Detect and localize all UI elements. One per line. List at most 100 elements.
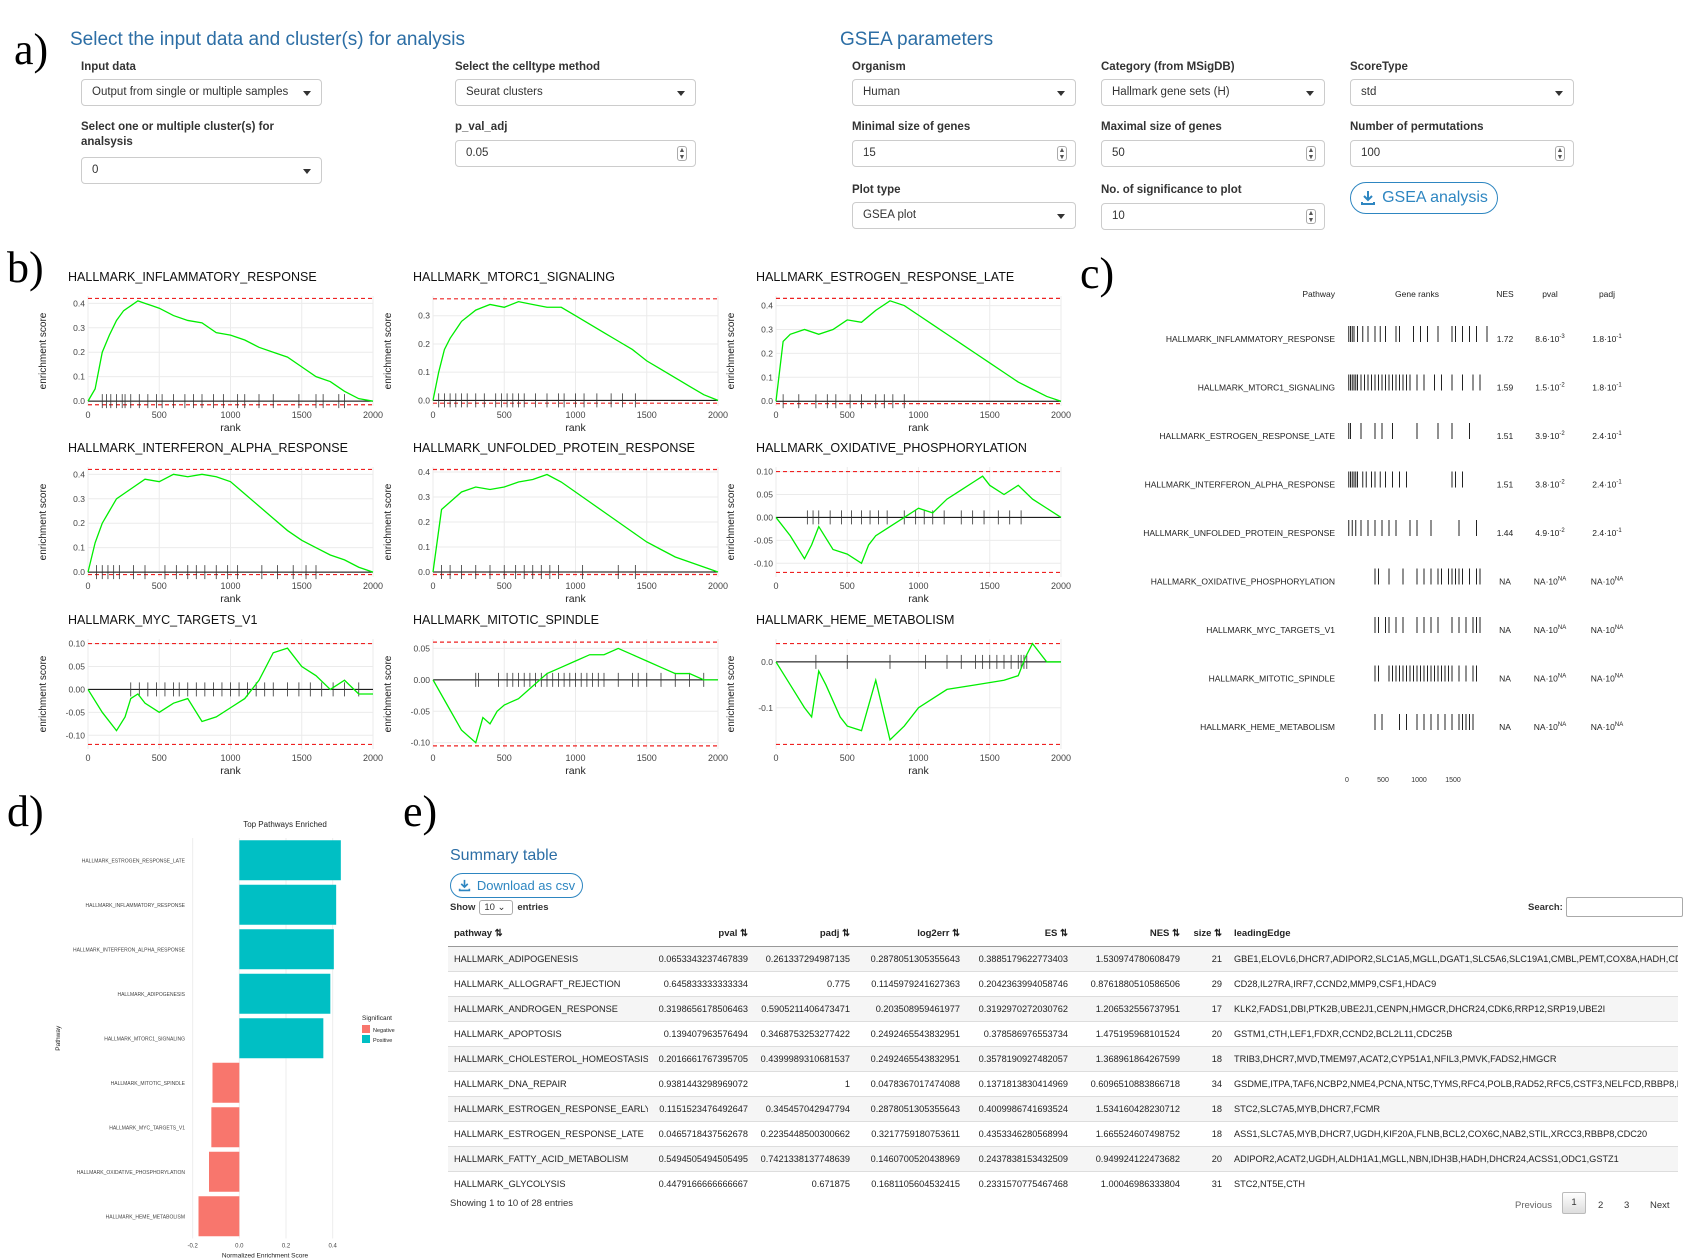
search-input[interactable] [1565, 897, 1683, 917]
min-size-label: Minimal size of genes [852, 121, 971, 133]
row-pval-exp: -2 [1559, 383, 1565, 389]
cell-pathway: HALLMARK_CHOLESTEROL_HOMEOSTASIS [448, 1046, 648, 1072]
row-pval-exp: -2 [1559, 528, 1565, 534]
cell-pval: 0.9381443298969072 [648, 1071, 754, 1097]
gsea-table-row: HALLMARK_MYC_TARGETS_V1 NA NA·10NA NA·10NA [1206, 617, 1623, 635]
entries-select[interactable]: 10 ⌄ [479, 900, 514, 915]
table-row[interactable]: HALLMARK_ESTROGEN_RESPONSE_EARLY 0.115152… [448, 1096, 1678, 1122]
y-tick-label: 0.2 [761, 348, 773, 358]
permutations-input[interactable]: 100 ▲ ▼ [1350, 140, 1574, 167]
cell-size: 18 [1186, 1046, 1228, 1072]
x-tick-label: 1500 [292, 581, 312, 591]
max-size-input[interactable]: 50 ▲ ▼ [1101, 140, 1325, 167]
column-header-nes[interactable]: NES ⇅ [1074, 920, 1186, 947]
y-tick-label: -0.10 [411, 738, 431, 748]
table-row[interactable]: HALLMARK_GLYCOLYSIS 0.4479166666666667 0.6… [448, 1171, 1678, 1196]
x-tick-label: 0 [430, 753, 435, 763]
x-tick-label: 0 [85, 581, 90, 591]
page-2-button[interactable]: 2 [1598, 1200, 1604, 1211]
gsea-plot: HALLMARK_MTORC1_SIGNALING 0 500 1000 1500 200… [383, 270, 728, 434]
download-csv-label: Download as csv [476, 878, 576, 893]
cell-size: 18 [1186, 1121, 1228, 1147]
table-row[interactable]: HALLMARK_ANDROGEN_RESPONSE 0.319865617850… [448, 996, 1678, 1022]
input-data-select[interactable]: Output from single or multiple samples [81, 79, 322, 106]
y-tick-label: -0.05 [754, 535, 774, 545]
x-tick-label: 2000 [363, 410, 383, 420]
cell-padj: 0.3468753253277422 [754, 1021, 856, 1047]
y-tick-label: 0.3 [418, 311, 430, 321]
cell-es: 0.3885179622773403 [966, 946, 1074, 972]
max-size-value: 50 [1112, 147, 1125, 159]
table-row[interactable]: HALLMARK_DNA_REPAIR 0.9381443298969072 1 0.… [448, 1071, 1678, 1097]
p-val-adj-input[interactable]: 0.05 ▲ ▼ [455, 140, 696, 167]
row-nes: 1.51 [1497, 431, 1514, 441]
min-size-value: 15 [863, 147, 876, 159]
table-row[interactable]: HALLMARK_FATTY_ACID_METABOLISM 0.54945054… [448, 1146, 1678, 1172]
next-button[interactable]: Next [1650, 1200, 1670, 1211]
row-pathway: HALLMARK_INTERFERON_ALPHA_RESPONSE [1145, 480, 1336, 490]
category-label: HALLMARK_ESTROGEN_RESPONSE_LATE [82, 858, 186, 864]
column-header-log2err[interactable]: log2err ⇅ [856, 920, 966, 947]
bar [211, 1107, 240, 1148]
gsea-analysis-button[interactable]: GSEA analysis [1350, 182, 1498, 214]
celltype-method-select[interactable]: Seurat clusters [455, 79, 696, 106]
enrichment-curve [87, 300, 374, 402]
table-row[interactable]: HALLMARK_ADIPOGENESIS 0.0653343237467839 0… [448, 946, 1678, 972]
column-header-pathway[interactable]: pathway ⇅ [448, 920, 648, 947]
cell-padj: 1 [754, 1071, 856, 1097]
gsea-table-row: HALLMARK_HEME_METABOLISM NA NA·10NA NA·10NA [1200, 714, 1623, 732]
bar-chart-title: Top Pathways Enriched [243, 820, 327, 829]
organism-select[interactable]: Human [852, 79, 1076, 106]
column-header-pval[interactable]: pval ⇅ [648, 920, 754, 947]
table-row[interactable]: HALLMARK_APOPTOSIS 0.139407963576494 0.346… [448, 1021, 1678, 1047]
max-size-label: Maximal size of genes [1101, 121, 1222, 133]
cell-pathway: HALLMARK_APOPTOSIS [448, 1021, 648, 1047]
gene-rank-axis-tick: 1500 [1445, 777, 1461, 784]
cell-leadingedge: CD28,IL27RA,IRF7,CCND2,MMP9,CSF1,HDAC9 [1228, 971, 1678, 997]
score-type-select[interactable]: std [1350, 79, 1574, 106]
cell-size: 34 [1186, 1071, 1228, 1097]
column-header-es[interactable]: ES ⇅ [966, 920, 1074, 947]
search-label: Search: [1528, 901, 1563, 913]
previous-button[interactable]: Previous [1515, 1200, 1552, 1211]
download-csv-button[interactable]: Download as csv [450, 873, 583, 898]
spinner-icon[interactable]: ▲ ▼ [677, 146, 687, 161]
category-select[interactable]: Hallmark gene sets (H) [1101, 79, 1325, 106]
spinner-icon[interactable]: ▲ ▼ [1057, 146, 1067, 161]
clusters-select[interactable]: 0 [81, 157, 322, 184]
y-axis-label: enrichment score [726, 312, 737, 389]
spinner-icon[interactable]: ▲ ▼ [1306, 209, 1316, 224]
y-tick-label: 0.1 [761, 372, 773, 382]
spinner-icon[interactable]: ▲ ▼ [1555, 146, 1565, 161]
x-tick-label: 2000 [708, 581, 728, 591]
enrichment-curve [432, 300, 719, 401]
table-row[interactable]: HALLMARK_ESTROGEN_RESPONSE_LATE 0.0465718… [448, 1121, 1678, 1147]
cell-es: 0.3578190927482057 [966, 1046, 1074, 1072]
min-size-input[interactable]: 15 ▲ ▼ [852, 140, 1076, 167]
y-tick-label: 0.00 [413, 675, 430, 685]
spinner-icon[interactable]: ▲ ▼ [1306, 146, 1316, 161]
row-padj: NA·10NA [1591, 577, 1623, 587]
cell-es: 0.378586976553734 [966, 1021, 1074, 1047]
x-axis-label: Normalized Enrichment Score [222, 1253, 309, 1260]
table-row[interactable]: HALLMARK_ALLOGRAFT_REJECTION 0.6458333333… [448, 971, 1678, 997]
column-header-size[interactable]: size ⇅ [1186, 920, 1228, 947]
page-3-button[interactable]: 3 [1624, 1200, 1630, 1211]
category-label: HALLMARK_HEME_METABOLISM [106, 1214, 185, 1220]
table-row[interactable]: HALLMARK_CHOLESTEROL_HOMEOSTASIS 0.201666… [448, 1046, 1678, 1072]
cell-log2err: 0.203508959461977 [856, 996, 966, 1022]
column-header-leadingedge[interactable]: leadingEdge [1228, 920, 1678, 947]
column-header-padj[interactable]: padj ⇅ [754, 920, 856, 947]
page-1-button[interactable]: 1 [1562, 1192, 1586, 1214]
plot-type-select[interactable]: GSEA plot [852, 202, 1076, 229]
input-data-label: Input data [81, 61, 136, 73]
x-axis-label: rank [220, 593, 241, 605]
y-tick-label: 0.1 [73, 543, 85, 553]
cell-pval: 0.139407963576494 [648, 1021, 754, 1047]
y-tick-label: 0.4 [418, 467, 430, 477]
row-nes: 1.72 [1497, 334, 1514, 344]
cell-log2err: 0.2492465543832951 [856, 1046, 966, 1072]
row-padj-exp: NA [1615, 625, 1623, 631]
row-pathway: HALLMARK_UNFOLDED_PROTEIN_RESPONSE [1143, 528, 1335, 538]
n-sig-input[interactable]: 10 ▲ ▼ [1101, 203, 1325, 230]
